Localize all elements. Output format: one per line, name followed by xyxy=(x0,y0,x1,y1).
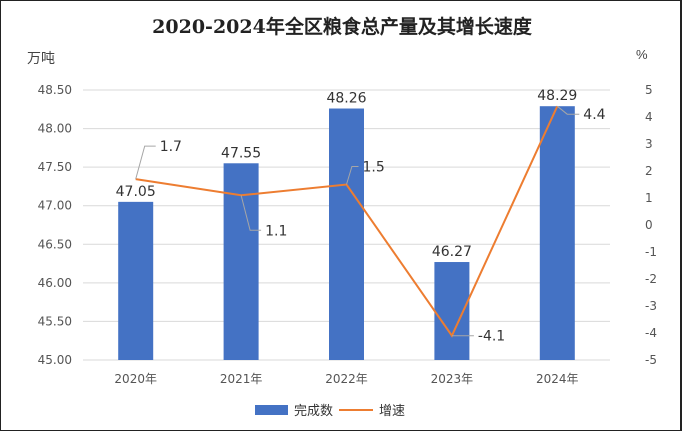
right-axis-tick: -1 xyxy=(645,245,657,259)
left-axis-tick: 46.50 xyxy=(38,237,72,251)
bar xyxy=(539,106,575,360)
line-value-label: 1.5 xyxy=(363,160,385,176)
leader-line xyxy=(556,105,580,115)
right-axis-tick: 0 xyxy=(645,218,653,232)
bar xyxy=(118,201,154,360)
right-axis-tick: -2 xyxy=(645,272,657,286)
left-axis-tick: 45.50 xyxy=(38,314,72,328)
line-value-label: 1.1 xyxy=(265,223,287,239)
line-value-label: -4.1 xyxy=(478,329,505,345)
right-axis-unit: % xyxy=(636,47,648,62)
bar xyxy=(329,108,364,360)
x-axis-label: 2021年 xyxy=(220,372,263,386)
line-value-label: 1.7 xyxy=(160,139,182,155)
right-axis-tick: 3 xyxy=(645,137,653,151)
leader-line xyxy=(346,166,359,185)
left-axis-tick: 48.50 xyxy=(38,83,72,97)
x-axis-label: 2020年 xyxy=(114,372,157,386)
left-axis-tick: 45.00 xyxy=(38,353,72,367)
bar-value-label: 47.55 xyxy=(221,145,261,161)
bar-value-label: 47.05 xyxy=(116,184,156,200)
leader-line xyxy=(135,145,156,180)
right-axis-tick: -3 xyxy=(645,299,657,313)
bar-value-label: 46.27 xyxy=(432,244,472,260)
legend: 完成数 增速 xyxy=(255,400,405,419)
right-axis-tick: -4 xyxy=(645,326,657,340)
left-axis-tick: 47.00 xyxy=(38,199,72,213)
right-axis-tick: 2 xyxy=(645,164,653,178)
right-axis-tick: 4 xyxy=(645,110,653,124)
bar-value-label: 48.26 xyxy=(326,91,366,107)
legend-line-swatch xyxy=(339,408,374,411)
right-axis-tick: 1 xyxy=(645,191,653,205)
legend-line-label: 增速 xyxy=(379,404,406,419)
left-axis-tick: 48.00 xyxy=(38,122,72,136)
legend-bar-swatch xyxy=(255,404,288,415)
chart-title: 2020-2024年全区粮食总产量及其增长速度 xyxy=(152,16,532,38)
legend-bar-label: 完成数 xyxy=(294,404,334,419)
x-axis-label: 2024年 xyxy=(536,372,579,386)
x-axis-label: 2023年 xyxy=(431,372,474,386)
right-axis-tick: 5 xyxy=(645,83,653,97)
x-axis-label: 2022年 xyxy=(325,372,368,386)
right-axis-tick: -5 xyxy=(645,353,657,367)
line-value-label: 4.4 xyxy=(583,107,605,123)
leader-line xyxy=(240,195,262,231)
left-axis-tick: 47.50 xyxy=(38,160,72,174)
left-axis-tick: 46.00 xyxy=(38,276,72,290)
bar-value-label: 48.29 xyxy=(537,88,577,104)
left-axis-unit: 万吨 xyxy=(27,51,55,67)
